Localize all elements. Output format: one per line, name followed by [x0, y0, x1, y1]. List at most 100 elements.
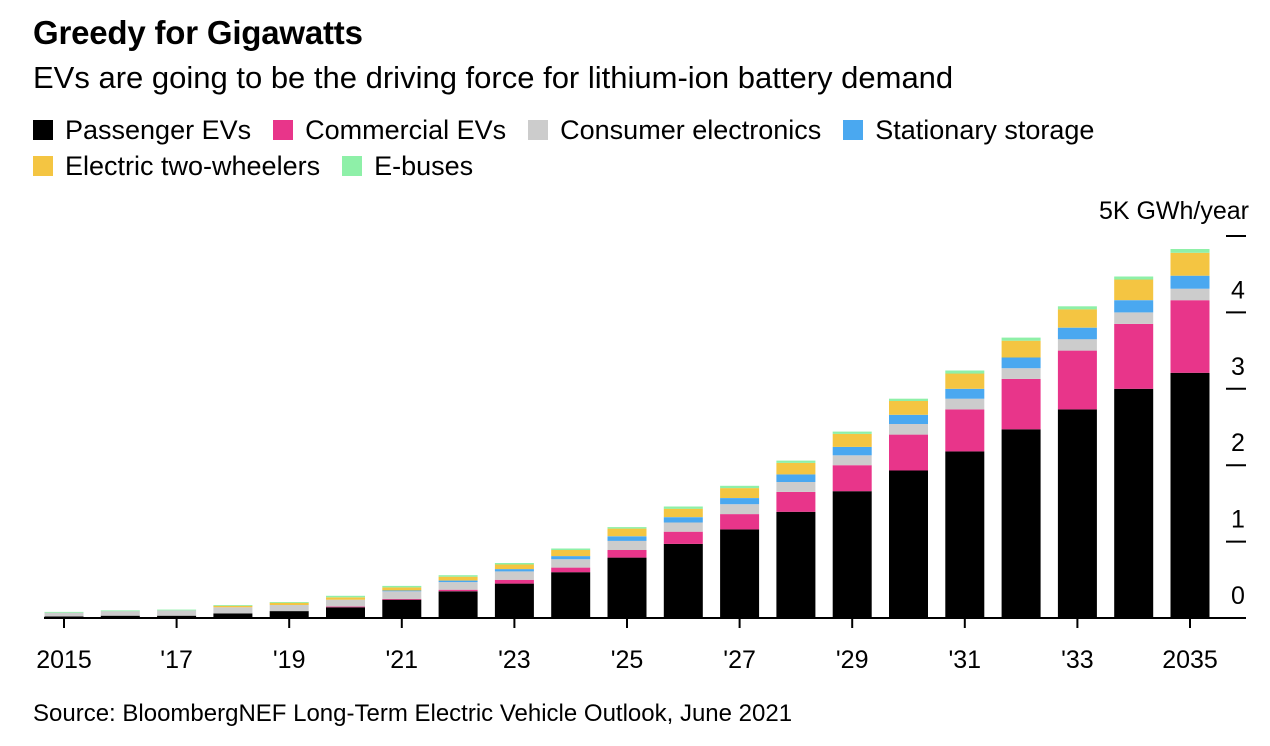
x-axis: 2015 '17 '19 '21 '23 '25 '27 '29 '31 '33 2035 [36, 617, 1246, 674]
x-tick-label: '21 [386, 646, 419, 674]
bar-segment-consumer-electronics-2026 [663, 522, 703, 532]
chart-title: Greedy for Gigawatts [33, 14, 363, 51]
bar-segment-e-buses-2018 [213, 605, 253, 606]
bar-segment-stationary-storage-2033 [1057, 327, 1097, 340]
bar-segment-commercial-evs-2028 [776, 491, 816, 512]
bar-segment-passenger-evs-2031 [945, 451, 985, 618]
bar-segment-commercial-evs-2030 [889, 434, 928, 471]
chart-subtitle: EVs are going to be the driving force fo… [33, 60, 954, 95]
bar-segment-stationary-storage-2032 [1001, 357, 1041, 369]
bar-segment-e-buses-2026 [663, 506, 703, 509]
bar-segment-passenger-evs-2035 [1170, 372, 1210, 618]
legend-item-e-buses: E-buses [342, 151, 473, 182]
bars-layer [44, 249, 1210, 618]
bar-segment-consumer-electronics-2031 [945, 398, 985, 410]
x-tick-label: '25 [611, 646, 644, 674]
y-axis: 0 1 2 3 4 [1226, 235, 1246, 610]
bar-segment-passenger-evs-2026 [663, 543, 703, 618]
chart-legend: Passenger EVs Commercial EVs Consumer el… [33, 112, 1253, 184]
bar-segment-commercial-evs-2032 [1001, 378, 1041, 430]
bar-segment-commercial-evs-2022 [438, 589, 478, 592]
bar-segment-passenger-evs-2025 [607, 557, 647, 618]
bar-segment-stationary-storage-2025 [607, 536, 647, 541]
bar-segment-electric-two-wheelers-2030 [889, 401, 928, 415]
bar-segment-stationary-storage-2034 [1114, 300, 1154, 313]
bar-segment-commercial-evs-2026 [663, 531, 703, 544]
bar-segment-passenger-evs-2023 [494, 583, 534, 618]
legend-label: Commercial EVs [305, 114, 507, 145]
y-axis-unit-label: 5K GWh/year [1099, 197, 1249, 225]
y-tick-label: 0 [1231, 582, 1245, 610]
bar-segment-stationary-storage-2035 [1170, 275, 1210, 289]
bar-segment-e-buses-2015 [44, 611, 84, 613]
bar-segment-commercial-evs-2035 [1170, 300, 1210, 373]
bar-segment-passenger-evs-2029 [832, 491, 872, 618]
bar-segment-e-buses-2023 [494, 563, 534, 565]
legend-label: Consumer electronics [560, 114, 822, 145]
bar-segment-e-buses-2017 [157, 609, 197, 611]
bar-segment-electric-two-wheelers-2031 [945, 373, 985, 389]
x-tick-label: '31 [949, 646, 982, 674]
legend-row: Electric two-wheelers E-buses [33, 148, 1253, 184]
bar-segment-stationary-storage-2021 [382, 590, 422, 592]
bar-segment-passenger-evs-2028 [776, 511, 816, 618]
legend-swatch [342, 156, 363, 176]
bar-segment-consumer-electronics-2027 [720, 504, 760, 515]
bar-segment-consumer-electronics-2022 [438, 582, 478, 590]
bar-segment-commercial-evs-2021 [382, 598, 422, 600]
bar-segment-consumer-electronics-2024 [551, 559, 591, 568]
bar-segment-electric-two-wheelers-2020 [326, 597, 365, 600]
bar-segment-consumer-electronics-2034 [1114, 312, 1154, 324]
legend-item-stationary-storage: Stationary storage [843, 115, 1094, 146]
x-tick-label: '23 [498, 646, 531, 674]
bar-segment-passenger-evs-2030 [889, 470, 928, 618]
bar-segment-consumer-electronics-2019 [269, 605, 309, 612]
x-tick-label: '19 [273, 646, 306, 674]
bar-segment-commercial-evs-2024 [551, 567, 591, 573]
bar-segment-stationary-storage-2026 [663, 517, 703, 523]
legend-label: Passenger EVs [65, 114, 252, 145]
bar-segment-e-buses-2016 [100, 610, 140, 612]
bar-segment-consumer-electronics-2021 [382, 591, 422, 599]
bar-segment-passenger-evs-2032 [1001, 429, 1041, 618]
bar-segment-e-buses-2025 [607, 527, 647, 529]
legend-swatch [273, 120, 294, 140]
bar-segment-passenger-evs-2024 [551, 572, 591, 618]
bar-segment-stationary-storage-2022 [438, 580, 478, 583]
bar-segment-electric-two-wheelers-2029 [832, 433, 872, 447]
y-tick-label: 1 [1231, 506, 1245, 534]
bar-segment-consumer-electronics-2035 [1170, 288, 1210, 301]
bar-segment-electric-two-wheelers-2025 [607, 528, 647, 537]
legend-label: Stationary storage [875, 114, 1095, 145]
bar-segment-stationary-storage-2024 [551, 556, 591, 560]
y-tick-label: 2 [1231, 429, 1245, 457]
bar-segment-passenger-evs-2017 [157, 615, 197, 618]
source-note: Source: BloombergNEF Long-Term Electric … [33, 700, 793, 727]
bar-segment-electric-two-wheelers-2021 [382, 587, 422, 591]
legend-label: E-buses [374, 150, 474, 181]
bar-segment-passenger-evs-2019 [269, 611, 309, 618]
bar-segment-electric-two-wheelers-2035 [1170, 252, 1210, 276]
x-tick-label: 2035 [1162, 646, 1218, 674]
bar-segment-consumer-electronics-2025 [607, 540, 647, 550]
bar-segment-consumer-electronics-2028 [776, 482, 816, 492]
legend-item-electric-two-wheelers: Electric two-wheelers [33, 151, 320, 182]
x-tick-label: '29 [836, 646, 869, 674]
bar-segment-consumer-electronics-2029 [832, 455, 872, 466]
bar-segment-commercial-evs-2023 [494, 579, 534, 584]
bar-segment-electric-two-wheelers-2026 [663, 508, 703, 518]
stacked-bar-chart: 0 1 2 3 4 2015 '17 '19 '21 '23 '25 '27 '29 '31 '33 203… [36, 197, 1249, 674]
legend-item-passenger-evs: Passenger EVs [33, 115, 251, 146]
bar-segment-commercial-evs-2033 [1057, 350, 1097, 410]
x-tick-label: '33 [1061, 646, 1094, 674]
bar-segment-e-buses-2024 [551, 548, 591, 550]
bar-segment-passenger-evs-2021 [382, 599, 422, 618]
bar-segment-electric-two-wheelers-2027 [720, 488, 760, 498]
legend-label: Electric two-wheelers [65, 150, 321, 181]
bar-segment-electric-two-wheelers-2034 [1114, 279, 1154, 301]
y-tick-label: 3 [1231, 353, 1245, 381]
bar-segment-passenger-evs-2027 [720, 529, 760, 618]
x-tick-label: '17 [160, 646, 193, 674]
bar-segment-consumer-electronics-2032 [1001, 368, 1041, 379]
bar-segment-passenger-evs-2033 [1057, 409, 1097, 618]
